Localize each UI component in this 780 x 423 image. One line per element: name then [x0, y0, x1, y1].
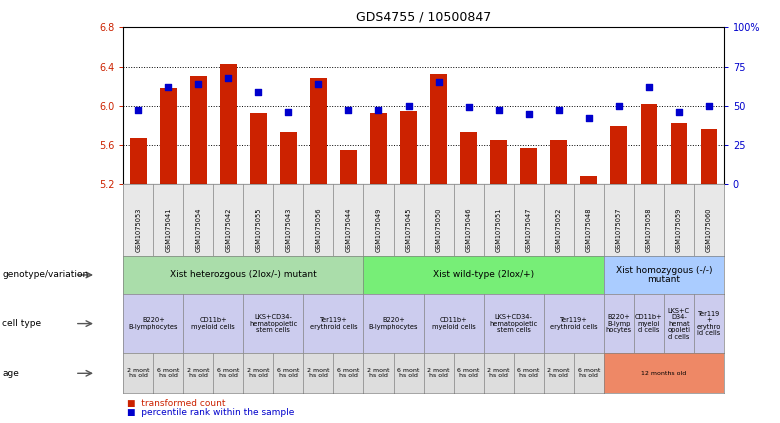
Text: CD11b+
myeloi
d cells: CD11b+ myeloi d cells: [635, 314, 662, 333]
Text: 2 mont
hs old: 2 mont hs old: [488, 368, 510, 379]
Text: CD11b+
myeloid cells: CD11b+ myeloid cells: [191, 317, 236, 330]
Bar: [551, 140, 567, 184]
Text: 6 mont
hs old: 6 mont hs old: [217, 368, 239, 379]
Bar: [310, 78, 327, 184]
Text: B220+
B-lymphocytes: B220+ B-lymphocytes: [369, 317, 418, 330]
Text: 6 mont
hs old: 6 mont hs old: [517, 368, 540, 379]
Point: [282, 109, 295, 115]
Text: GSM1075052: GSM1075052: [555, 208, 562, 252]
Text: LKS+CD34-
hematopoietic
stem cells: LKS+CD34- hematopoietic stem cells: [490, 314, 537, 333]
Point: [612, 102, 625, 109]
Point: [222, 74, 235, 81]
Bar: [340, 150, 356, 184]
Bar: [520, 148, 537, 184]
Point: [703, 102, 715, 109]
Text: 2 mont
hs old: 2 mont hs old: [127, 368, 150, 379]
Text: 2 mont
hs old: 2 mont hs old: [307, 368, 330, 379]
Text: CD11b+
myeloid cells: CD11b+ myeloid cells: [431, 317, 476, 330]
Point: [432, 79, 445, 86]
Point: [492, 107, 505, 114]
Bar: [400, 111, 417, 184]
Bar: [580, 176, 597, 184]
Text: Ter119+
erythroid cells: Ter119+ erythroid cells: [550, 317, 597, 330]
Bar: [250, 113, 267, 184]
Text: GSM1075056: GSM1075056: [315, 208, 321, 252]
Text: 6 mont
hs old: 6 mont hs old: [577, 368, 600, 379]
Text: GSM1075042: GSM1075042: [225, 208, 232, 252]
Text: 2 mont
hs old: 2 mont hs old: [548, 368, 570, 379]
Text: GSM1075045: GSM1075045: [406, 208, 412, 252]
Text: GSM1075060: GSM1075060: [706, 208, 712, 252]
Bar: [370, 113, 387, 184]
Text: Xist heterozgous (2lox/-) mutant: Xist heterozgous (2lox/-) mutant: [170, 270, 317, 280]
Point: [672, 109, 685, 115]
Text: 2 mont
hs old: 2 mont hs old: [187, 368, 210, 379]
Bar: [640, 104, 657, 184]
Text: GSM1075053: GSM1075053: [135, 208, 141, 252]
Text: GSM1075050: GSM1075050: [435, 208, 441, 252]
Text: 2 mont
hs old: 2 mont hs old: [247, 368, 270, 379]
Text: 6 mont
hs old: 6 mont hs old: [337, 368, 360, 379]
Text: ■  percentile rank within the sample: ■ percentile rank within the sample: [127, 408, 295, 417]
Text: Xist wild-type (2lox/+): Xist wild-type (2lox/+): [433, 270, 534, 280]
Point: [132, 107, 144, 114]
Point: [402, 102, 415, 109]
Text: GSM1075055: GSM1075055: [255, 208, 261, 252]
Text: GDS4755 / 10500847: GDS4755 / 10500847: [356, 11, 491, 24]
Text: GSM1075054: GSM1075054: [195, 208, 201, 252]
Bar: [160, 88, 176, 184]
Text: GSM1075059: GSM1075059: [675, 208, 682, 252]
Text: LKS+CD34-
hematopoietic
stem cells: LKS+CD34- hematopoietic stem cells: [250, 314, 297, 333]
Point: [252, 88, 264, 95]
Text: GSM1075048: GSM1075048: [586, 208, 592, 252]
Text: GSM1075044: GSM1075044: [346, 208, 352, 252]
Text: LKS+C
D34-
hemat
opoleti
d cells: LKS+C D34- hemat opoleti d cells: [668, 308, 690, 340]
Bar: [671, 124, 687, 184]
Text: GSM1075057: GSM1075057: [615, 208, 622, 252]
Text: age: age: [2, 369, 20, 378]
Text: GSM1075043: GSM1075043: [285, 208, 292, 252]
Text: 6 mont
hs old: 6 mont hs old: [397, 368, 420, 379]
Point: [552, 107, 565, 114]
Bar: [611, 126, 627, 184]
Text: 2 mont
hs old: 2 mont hs old: [427, 368, 450, 379]
Text: cell type: cell type: [2, 319, 41, 328]
Text: 6 mont
hs old: 6 mont hs old: [277, 368, 300, 379]
Text: 6 mont
hs old: 6 mont hs old: [157, 368, 179, 379]
Bar: [460, 132, 477, 184]
Point: [312, 80, 324, 87]
Text: Ter119
+
erythro
id cells: Ter119 + erythro id cells: [697, 311, 721, 336]
Bar: [280, 132, 296, 184]
Text: genotype/variation: genotype/variation: [2, 270, 89, 280]
Bar: [220, 64, 236, 184]
Text: GSM1075047: GSM1075047: [526, 208, 532, 252]
Point: [162, 84, 175, 91]
Text: GSM1075051: GSM1075051: [495, 208, 502, 252]
Text: Xist homozygous (-/-)
mutant: Xist homozygous (-/-) mutant: [615, 266, 712, 284]
Bar: [700, 129, 717, 184]
Text: GSM1075041: GSM1075041: [165, 208, 172, 252]
Text: GSM1075058: GSM1075058: [646, 208, 652, 252]
Text: GSM1075049: GSM1075049: [375, 208, 381, 252]
Point: [523, 110, 535, 117]
Bar: [190, 77, 207, 184]
Point: [583, 115, 595, 122]
Text: ■  transformed count: ■ transformed count: [127, 398, 225, 408]
Point: [342, 107, 355, 114]
Point: [643, 84, 655, 91]
Point: [463, 104, 475, 111]
Bar: [130, 138, 147, 184]
Text: 12 months old: 12 months old: [641, 371, 686, 376]
Text: B220+
B-lymphocytes: B220+ B-lymphocytes: [129, 317, 178, 330]
Text: Ter119+
erythroid cells: Ter119+ erythroid cells: [310, 317, 357, 330]
Point: [372, 107, 385, 114]
Bar: [431, 74, 447, 184]
Bar: [491, 140, 507, 184]
Text: 6 mont
hs old: 6 mont hs old: [457, 368, 480, 379]
Point: [192, 80, 204, 87]
Text: B220+
B-lymp
hocytes: B220+ B-lymp hocytes: [606, 314, 632, 333]
Text: 2 mont
hs old: 2 mont hs old: [367, 368, 390, 379]
Text: GSM1075046: GSM1075046: [466, 208, 472, 252]
